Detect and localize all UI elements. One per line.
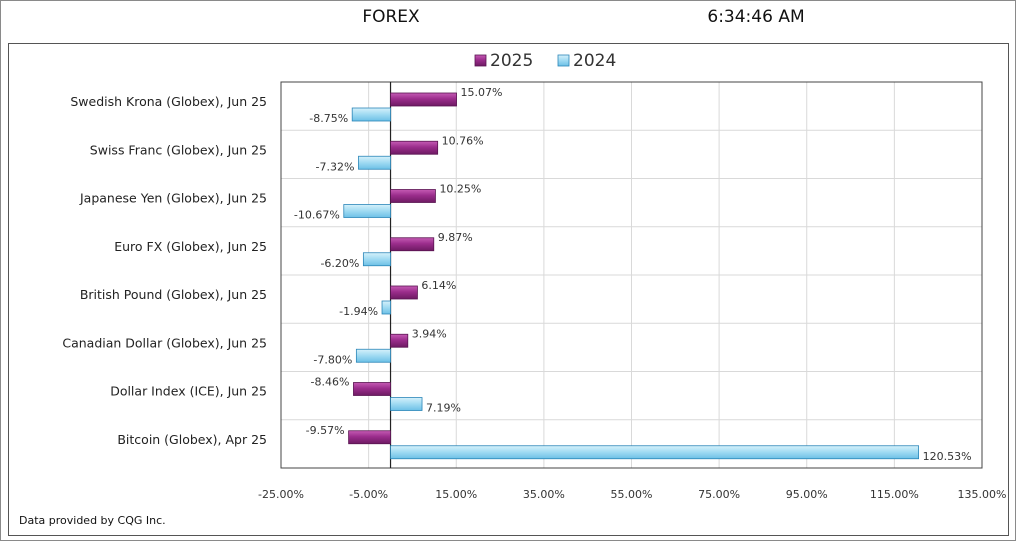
- category-label: Swedish Krona (Globex), Jun 25: [70, 94, 267, 109]
- bar-2025: [348, 430, 391, 445]
- bar-2024: [343, 204, 391, 218]
- data-label: 3.94%: [412, 327, 447, 340]
- chart-grid: [280, 81, 983, 469]
- x-tick-label: -25.00%: [258, 488, 304, 501]
- bar-2024: [390, 397, 423, 411]
- legend-label-2024: 2024: [573, 51, 616, 71]
- data-label: -1.94%: [339, 305, 378, 318]
- chart-category-labels: Swedish Krona (Globex), Jun 25 Swiss Fran…: [62, 94, 267, 447]
- bar-2025: [390, 189, 436, 203]
- data-label: -6.20%: [320, 257, 359, 270]
- category-label: Swiss Franc (Globex), Jun 25: [90, 142, 267, 157]
- x-tick-label: 35.00%: [523, 488, 565, 501]
- page-title: FOREX: [362, 7, 420, 27]
- data-label: 120.53%: [923, 450, 972, 463]
- forex-bar-chart: 2025 2024 15.07% -8.75% 10.76% -7.32% 10.25% -…: [62, 51, 1006, 501]
- plot-area-border: [280, 81, 983, 469]
- bar-2025: [390, 92, 457, 107]
- x-tick-label: 115.00%: [870, 488, 919, 501]
- data-label: -10.67%: [294, 209, 340, 222]
- chart-legend: 2025 2024: [474, 51, 616, 71]
- chart-panel: 2025 2024 15.07% -8.75% 10.76% -7.32% 10.25% -…: [8, 43, 1009, 536]
- category-label: British Pound (Globex), Jun 25: [80, 287, 267, 302]
- legend-swatch-2025: [474, 54, 487, 67]
- bar-2024: [381, 300, 391, 315]
- chart-x-tick-labels: -25.00% -5.00% 15.00% 35.00% 55.00% 75.00% 95.…: [258, 488, 1006, 501]
- category-label: Canadian Dollar (Globex), Jun 25: [62, 335, 267, 350]
- bar-2024: [362, 252, 391, 267]
- data-label: 10.76%: [442, 134, 484, 147]
- data-label: -8.46%: [311, 376, 350, 389]
- bar-2025: [390, 237, 435, 252]
- bar-2025: [353, 382, 391, 396]
- x-tick-label: 15.00%: [435, 488, 477, 501]
- category-label: Japanese Yen (Globex), Jun 25: [79, 191, 267, 206]
- chart-bars: [343, 92, 920, 460]
- data-label: -7.80%: [313, 353, 352, 366]
- bar-2024: [390, 445, 920, 460]
- bar-2024: [355, 348, 391, 363]
- data-label: 9.87%: [438, 231, 473, 244]
- legend-label-2025: 2025: [490, 51, 533, 71]
- clock-time: 6:34:46 AM: [707, 7, 805, 27]
- legend-swatch-2024: [557, 54, 570, 67]
- category-label: Dollar Index (ICE), Jun 25: [110, 384, 267, 399]
- category-label: Euro FX (Globex), Jun 25: [114, 239, 267, 254]
- x-tick-label: 75.00%: [698, 488, 740, 501]
- category-label: Bitcoin (Globex), Apr 25: [117, 432, 267, 447]
- chart-data-labels: 15.07% -8.75% 10.76% -7.32% 10.25% -10.67% 9.8…: [294, 86, 972, 463]
- data-label: 7.19%: [426, 402, 461, 415]
- x-tick-label: 95.00%: [786, 488, 828, 501]
- bar-2025: [390, 285, 418, 300]
- x-tick-label: 55.00%: [611, 488, 653, 501]
- data-label: -8.75%: [309, 112, 348, 125]
- data-label: 6.14%: [421, 279, 456, 292]
- data-label: -9.57%: [306, 424, 345, 437]
- data-label: 10.25%: [439, 183, 481, 196]
- x-tick-label: -5.00%: [349, 488, 388, 501]
- data-label: -7.32%: [316, 160, 355, 173]
- data-credit: Data provided by CQG Inc.: [19, 514, 166, 527]
- bar-2025: [390, 333, 409, 348]
- bar-2025: [390, 140, 439, 155]
- data-label: 15.07%: [461, 86, 503, 99]
- bar-2024: [351, 107, 391, 122]
- x-tick-label: 135.00%: [958, 488, 1007, 501]
- bar-2024: [358, 155, 391, 170]
